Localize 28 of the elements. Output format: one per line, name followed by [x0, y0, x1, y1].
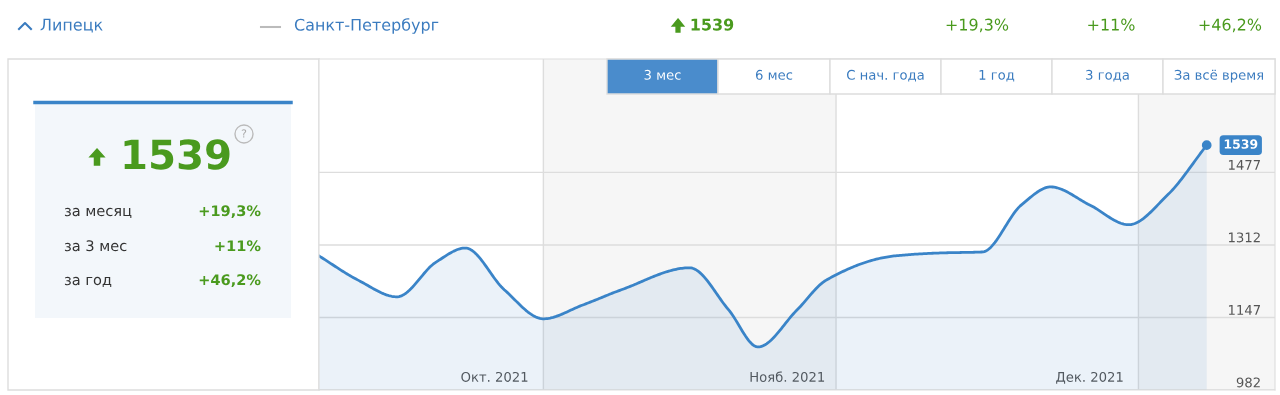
text: +11% [1088, 18, 1135, 31]
text: +19,3% [199, 205, 261, 219]
annotation: 3 года [1086, 69, 1129, 82]
text: +46,2% [199, 274, 261, 288]
x-tick-label: Окт. 2021 [461, 371, 528, 382]
annotation: За всё время [1174, 69, 1263, 83]
text: Санкт-Петербург [294, 18, 439, 34]
text: +11% [215, 240, 261, 252]
y-tick-label: 1312 [1228, 232, 1260, 243]
text: ? [241, 129, 247, 138]
annotation: 1539 [1224, 139, 1258, 149]
text: за месяц [64, 207, 132, 219]
annotation: 3 мес [644, 69, 681, 80]
y-tick-label: 982 [1236, 377, 1260, 388]
text: Липецк [40, 18, 103, 33]
annotation: 6 мес [755, 69, 793, 80]
annotation: С нач. года [846, 69, 924, 82]
y-tick-label: 1147 [1228, 305, 1260, 315]
text: +46,2% [1199, 18, 1262, 33]
y-tick-label: 1477 [1228, 160, 1260, 170]
text: +19,3% [946, 18, 1009, 33]
x-tick-label: Нояб. 2021 [750, 371, 825, 382]
annotation: 1 год [979, 70, 1015, 82]
text: за 3 мес [64, 240, 127, 252]
text: за год [64, 276, 112, 288]
text: 1539 [124, 139, 230, 170]
x-tick-label: Дек. 2021 [1056, 371, 1123, 384]
text: 1539 [691, 18, 734, 31]
